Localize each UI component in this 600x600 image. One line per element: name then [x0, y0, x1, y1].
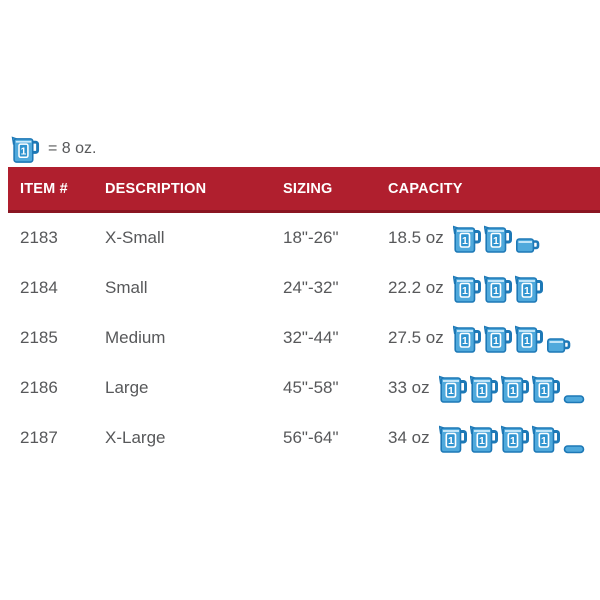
capacity-cell: 22.2 oz 1 1 1 — [388, 273, 600, 304]
svg-text:1: 1 — [541, 385, 547, 397]
description-cell: X-Small — [105, 228, 165, 247]
svg-text:1: 1 — [462, 335, 468, 347]
svg-text:1: 1 — [462, 285, 468, 297]
sizing-cell: 45"-58" — [283, 378, 339, 397]
full-cup-icon: 1 — [500, 375, 529, 403]
table-row: 2185 Medium 32"-44" 27.5 oz 1 1 — [8, 313, 600, 363]
full-cup-icon: 1 — [483, 325, 512, 353]
description-cell: X-Large — [105, 428, 166, 447]
full-cup-icon: 1 — [452, 225, 481, 253]
table-body: 2183 X-Small 18"-26" 18.5 oz 1 1 — [8, 213, 600, 463]
item-number-cell: 2187 — [20, 428, 58, 447]
svg-text:1: 1 — [448, 385, 454, 397]
svg-text:1: 1 — [448, 435, 454, 447]
capacity-cell: 18.5 oz 1 1 — [388, 223, 600, 254]
full-cup-icon: 1 — [514, 325, 543, 353]
table-row: 2183 X-Small 18"-26" 18.5 oz 1 1 — [8, 213, 600, 263]
full-cup-icon: 1 — [500, 425, 529, 453]
table-row: 2187 X-Large 56"-64" 34 oz 1 1 — [8, 413, 600, 463]
full-cup-icon: 1 — [438, 425, 467, 453]
capacity-cups: 1 1 1 — [452, 323, 572, 354]
sizing-cell: 24"-32" — [283, 278, 339, 297]
header-item-number: ITEM # — [20, 180, 68, 197]
legend: 1 = 8 oz. — [10, 134, 96, 164]
full-cup-icon: 1 — [452, 325, 481, 353]
capacity-value: 18.5 oz — [388, 228, 444, 247]
capacity-cell: 27.5 oz 1 1 1 — [388, 323, 600, 354]
full-cup-icon: 1 — [452, 275, 481, 303]
full-cup-icon: 1 — [531, 425, 560, 453]
description-cell: Large — [105, 378, 149, 397]
sizing-table: ITEM # DESCRIPTION SIZING CAPACITY 2183 … — [8, 167, 600, 463]
capacity-cups: 1 1 — [452, 223, 541, 254]
capacity-value: 33 oz — [388, 378, 430, 397]
capacity-value: 27.5 oz — [388, 328, 444, 347]
sizing-cell: 18"-26" — [283, 228, 339, 247]
svg-text:1: 1 — [524, 285, 530, 297]
sizing-cell: 56"-64" — [283, 428, 339, 447]
svg-text:1: 1 — [493, 335, 499, 347]
half-cup-icon — [546, 337, 571, 353]
header-capacity: CAPACITY — [388, 180, 463, 197]
item-number-cell: 2184 — [20, 278, 58, 297]
svg-text:1: 1 — [493, 235, 499, 247]
svg-text:1: 1 — [524, 335, 530, 347]
svg-text:1: 1 — [510, 385, 516, 397]
svg-text:1: 1 — [479, 435, 485, 447]
full-cup-icon: 1 — [469, 425, 498, 453]
item-number-cell: 2183 — [20, 228, 58, 247]
table-row: 2184 Small 24"-32" 22.2 oz 1 1 — [8, 263, 600, 313]
measuring-cup-icon: 1 — [11, 136, 40, 163]
capacity-cups: 1 1 1 1 — [438, 423, 587, 454]
sliver-cup-icon — [563, 444, 584, 453]
table-header-row: ITEM # DESCRIPTION SIZING CAPACITY — [8, 167, 600, 213]
header-description: DESCRIPTION — [105, 180, 207, 197]
legend-text: = 8 oz. — [48, 140, 97, 157]
capacity-value: 22.2 oz — [388, 278, 444, 297]
full-cup-icon: 1 — [514, 275, 543, 303]
full-cup-icon: 1 — [469, 375, 498, 403]
capacity-cell: 33 oz 1 1 1 — [388, 373, 600, 404]
description-cell: Small — [105, 278, 148, 297]
svg-text:1: 1 — [510, 435, 516, 447]
capacity-cell: 34 oz 1 1 1 — [388, 423, 600, 454]
full-cup-icon: 1 — [483, 225, 512, 253]
sliver-cup-icon — [563, 394, 584, 403]
full-cup-icon: 1 — [531, 375, 560, 403]
full-cup-icon: 1 — [483, 275, 512, 303]
svg-text:1: 1 — [462, 235, 468, 247]
header-sizing: SIZING — [283, 180, 333, 197]
capacity-cups: 1 1 1 — [452, 273, 543, 304]
svg-text:1: 1 — [21, 146, 27, 157]
description-cell: Medium — [105, 328, 166, 347]
item-number-cell: 2185 — [20, 328, 58, 347]
capacity-cups: 1 1 1 1 — [438, 373, 587, 404]
table-row: 2186 Large 45"-58" 33 oz 1 1 — [8, 363, 600, 413]
svg-text:1: 1 — [493, 285, 499, 297]
svg-text:1: 1 — [541, 435, 547, 447]
half-cup-icon — [515, 237, 540, 253]
full-cup-icon: 1 — [438, 375, 467, 403]
sizing-cell: 32"-44" — [283, 328, 339, 347]
capacity-value: 34 oz — [388, 428, 430, 447]
svg-text:1: 1 — [479, 385, 485, 397]
item-number-cell: 2186 — [20, 378, 58, 397]
